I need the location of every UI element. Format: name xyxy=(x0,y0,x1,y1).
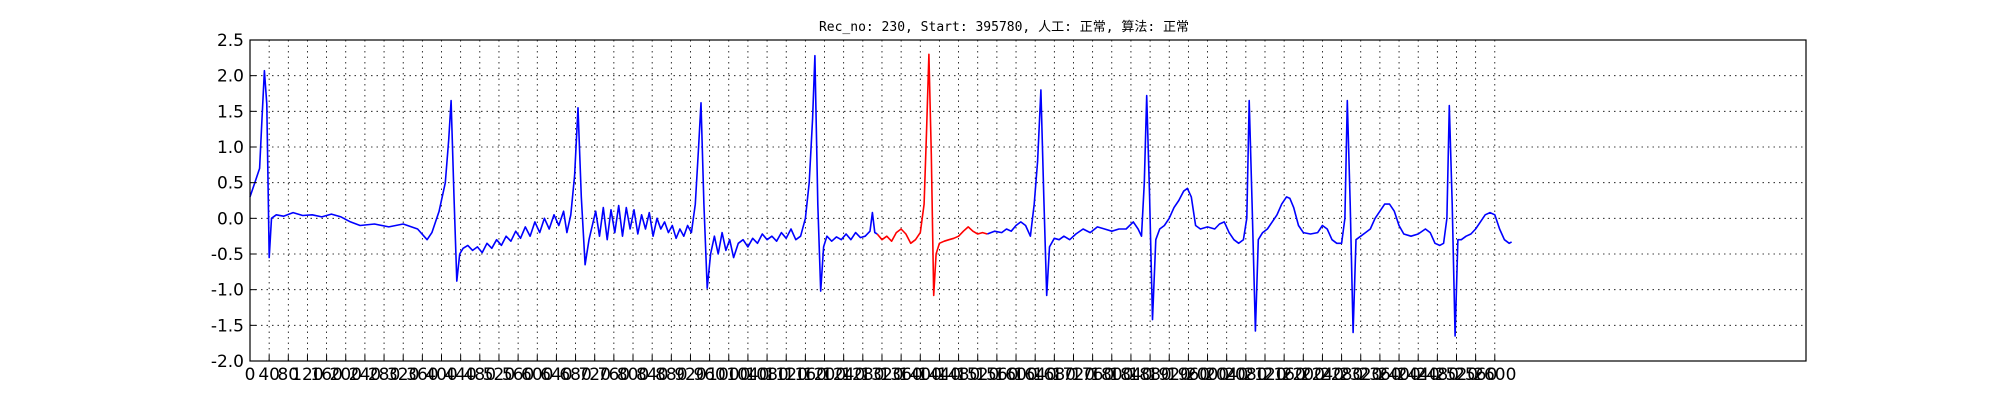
x-tick-label: 480 xyxy=(464,365,496,385)
x-tick-label: 2040 xyxy=(1205,365,1248,385)
x-tick-label: 1400 xyxy=(899,365,942,385)
x-tick-label: 760 xyxy=(598,365,630,385)
y-tick-label: 0.5 xyxy=(217,174,244,194)
x-tick-label: 440 xyxy=(444,365,476,385)
y-tick-label: 0.0 xyxy=(217,209,244,229)
x-tick-label: 2240 xyxy=(1301,365,1344,385)
y-tick-label: -0.5 xyxy=(211,245,244,265)
x-tick-label: 360 xyxy=(406,365,438,385)
x-tick-label: 1560 xyxy=(975,365,1018,385)
series-group xyxy=(249,53,1513,337)
x-tick-label: 520 xyxy=(483,365,515,385)
y-tick-label: -1.0 xyxy=(211,281,244,301)
x-tick-label: 960 xyxy=(693,365,725,385)
x-tick-label: 1000 xyxy=(707,365,750,385)
x-tick-label: 2440 xyxy=(1397,365,1440,385)
y-tick-label: 1.0 xyxy=(217,138,244,158)
x-tick-label: 2520 xyxy=(1435,365,1478,385)
x-tick-label: 1240 xyxy=(822,365,865,385)
x-tick-label: 1960 xyxy=(1167,365,1210,385)
x-tick-label: 1600 xyxy=(994,365,1037,385)
x-tick-label: 920 xyxy=(674,365,706,385)
x-tick-label: 2320 xyxy=(1339,365,1382,385)
y-tick-label: 2.0 xyxy=(217,67,244,87)
x-tick-label: 1280 xyxy=(841,365,884,385)
x-tick-label: 2560 xyxy=(1454,365,1497,385)
x-tick-label: 1680 xyxy=(1033,365,1076,385)
x-tick-label: 680 xyxy=(559,365,591,385)
x-tick-label: 800 xyxy=(617,365,649,385)
x-tick-label: 240 xyxy=(349,365,381,385)
x-tick-label: 2600 xyxy=(1473,365,1516,385)
x-tick-label: 1640 xyxy=(1014,365,1057,385)
x-tick-label: 1920 xyxy=(1148,365,1191,385)
x-tick-label: 1480 xyxy=(937,365,980,385)
grid xyxy=(250,40,1806,361)
x-axis-ticks: 0 408012016020024028032036040044048052056… xyxy=(245,355,1516,385)
ecg-trace xyxy=(876,53,988,297)
x-tick-label: 1720 xyxy=(1052,365,1095,385)
x-tick-label: 2080 xyxy=(1224,365,1267,385)
x-tick-label: 1320 xyxy=(860,365,903,385)
x-tick-label: 1840 xyxy=(1109,365,1152,385)
x-tick-label: 560 xyxy=(502,365,534,385)
x-tick-label: 720 xyxy=(578,365,610,385)
x-tick-label: 1160 xyxy=(784,365,827,385)
x-tick-label: 320 xyxy=(387,365,419,385)
x-tick-label: 280 xyxy=(368,365,400,385)
x-tick-label: 120 xyxy=(291,365,323,385)
x-tick-label: 1440 xyxy=(918,365,961,385)
x-tick-label: 40 xyxy=(258,365,280,385)
ecg-trace xyxy=(987,89,1513,337)
x-tick-label: 840 xyxy=(636,365,668,385)
x-tick-label: 640 xyxy=(540,365,572,385)
x-tick-label: 1200 xyxy=(803,365,846,385)
x-tick-label: 2480 xyxy=(1416,365,1459,385)
x-tick-label: 1760 xyxy=(1071,365,1114,385)
x-tick-label: 1520 xyxy=(956,365,999,385)
plot-frame xyxy=(249,39,1807,362)
y-tick-label: -2.0 xyxy=(211,352,244,372)
chart-title: Rec_no: 230, Start: 395780, 人工: 正常, 算法: … xyxy=(819,20,1189,35)
y-tick-label: -1.5 xyxy=(211,316,244,336)
x-tick-label: 0 xyxy=(245,365,256,385)
x-tick-label: 80 xyxy=(277,365,299,385)
y-tick-label: 2.5 xyxy=(217,31,244,51)
x-tick-label: 2200 xyxy=(1282,365,1325,385)
x-tick-label: 200 xyxy=(330,365,362,385)
x-tick-label: 1080 xyxy=(745,365,788,385)
x-tick-label: 2280 xyxy=(1320,365,1363,385)
y-tick-label: 1.5 xyxy=(217,102,244,122)
ecg-trace xyxy=(249,54,878,292)
x-tick-label: 1880 xyxy=(1128,365,1171,385)
x-tick-label: 400 xyxy=(425,365,457,385)
x-tick-label: 600 xyxy=(521,365,553,385)
x-tick-label: 2360 xyxy=(1358,365,1401,385)
y-axis-ticks: 2.5 2.0 1.5 1.0 0.5 0.0 -0.5 -1.0 -1.5 -2.0 xyxy=(211,31,256,372)
x-tick-label: 160 xyxy=(310,365,342,385)
x-tick-label: 2000 xyxy=(1186,365,1229,385)
x-tick-label: 1800 xyxy=(1090,365,1133,385)
x-tick-label: 1360 xyxy=(879,365,922,385)
x-tick-label: 880 xyxy=(655,365,687,385)
x-tick-label: 1040 xyxy=(726,365,769,385)
x-tick-label: 1120 xyxy=(765,365,808,385)
x-tick-label: 2120 xyxy=(1243,365,1286,385)
x-tick-label: 2400 xyxy=(1377,365,1420,385)
x-tick-label: 2160 xyxy=(1263,365,1306,385)
